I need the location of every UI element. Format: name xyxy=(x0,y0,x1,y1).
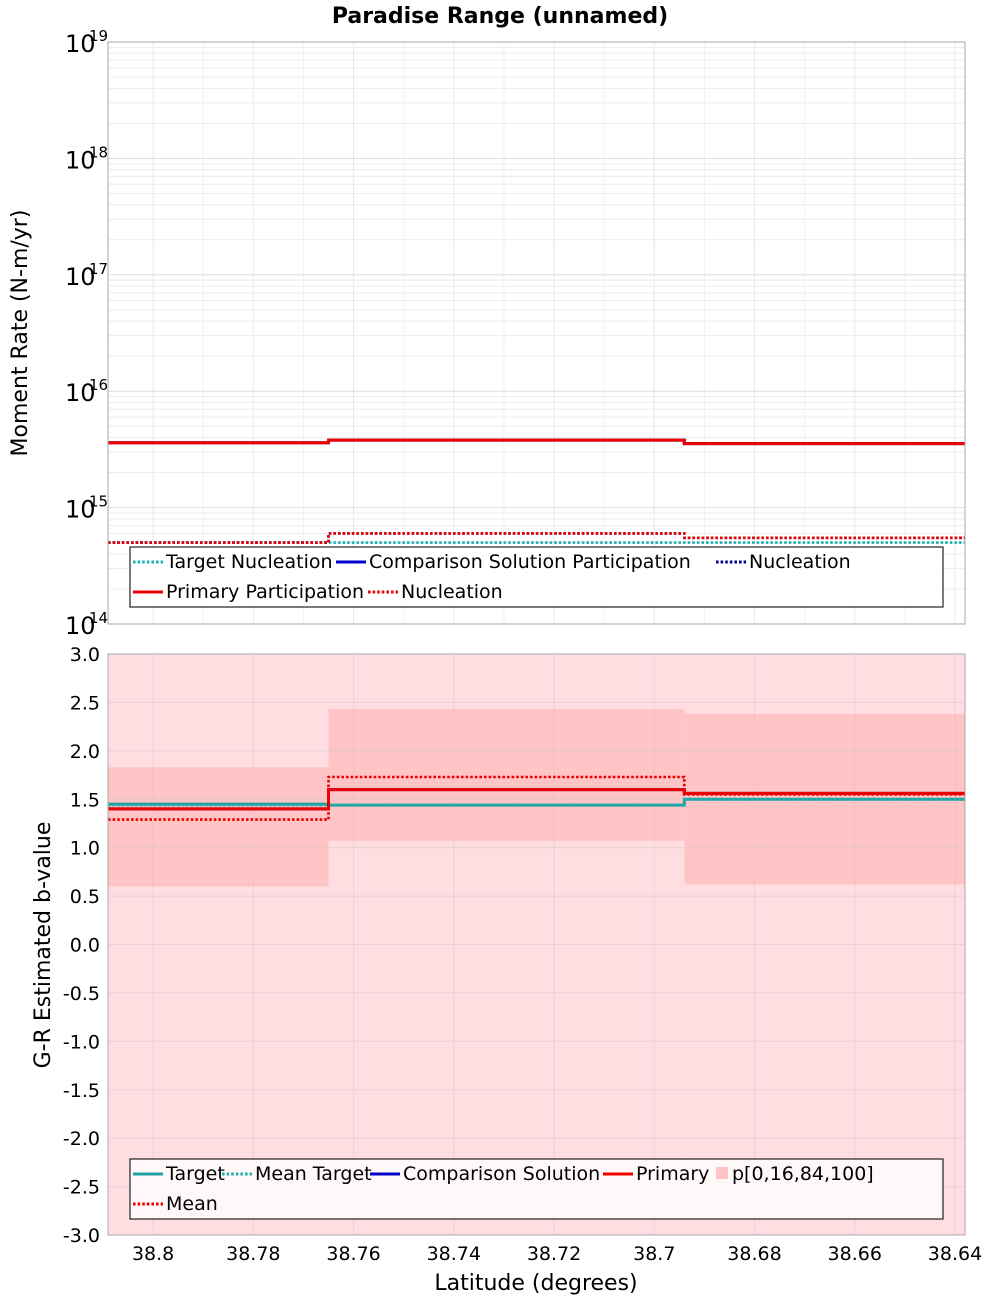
b-value-y-axis-label: G-R Estimated b-value xyxy=(31,822,56,1069)
y-tick-label: -1.5 xyxy=(63,1080,100,1102)
legend-label: Primary xyxy=(636,1163,709,1185)
y-tick-label: 0.5 xyxy=(70,886,100,908)
moment-rate-y-axis-label: Moment Rate (N-m/yr) xyxy=(8,210,33,457)
legend-swatch-band xyxy=(716,1167,728,1179)
y-tick-label: 1.0 xyxy=(70,838,100,860)
y-tick-label-base: 10 xyxy=(65,612,96,640)
legend-label: Comparison Solution Participation xyxy=(369,551,691,573)
legend-label: Target Nucleation xyxy=(165,551,333,573)
y-tick-label: 1.5 xyxy=(70,789,100,811)
band-p16-p84 xyxy=(108,767,329,887)
x-axis-ticks: 38.8 38.78 38.76 38.74 38.72 38.7 38.68 38.66 38… xyxy=(132,1243,982,1265)
b-value-y-ticks: 3.0 2.5 2.0 1.5 1.0 0.5 0.0 -0.5 -1.0 -1.5 -2.0 -2.… xyxy=(63,644,100,1247)
moment-rate-plot-border xyxy=(107,41,966,625)
y-tick-label-base: 10 xyxy=(65,30,96,58)
legend-label: Mean xyxy=(166,1193,218,1215)
series-line-mean-target-1 xyxy=(108,798,965,807)
series-line-target-0 xyxy=(108,797,965,807)
percentile-bands xyxy=(108,654,965,1235)
legend-label: p[0,16,84,100] xyxy=(732,1163,874,1185)
band-p0-p100 xyxy=(108,654,329,1235)
band-p16-p84 xyxy=(328,709,685,841)
y-tick-label: 2.0 xyxy=(70,741,100,763)
b-value-legend: Target Mean Target Comparison Solution Prim… xyxy=(129,1158,944,1220)
y-tick-label: 0.0 xyxy=(70,935,100,957)
x-tick-label: 38.78 xyxy=(226,1243,280,1265)
y-tick-label-base: 10 xyxy=(65,496,96,524)
moment-rate-series xyxy=(108,438,965,544)
legend-label: Nucleation xyxy=(749,551,851,573)
y-tick-label-base: 10 xyxy=(65,146,96,174)
y-tick-label-exponent: 14 xyxy=(89,609,108,627)
y-tick-label-exponent: 16 xyxy=(89,376,108,394)
y-tick-label-base: 10 xyxy=(65,379,96,407)
x-tick-label: 38.8 xyxy=(132,1243,174,1265)
x-tick-label: 38.64 xyxy=(928,1243,982,1265)
x-tick-label: 38.66 xyxy=(828,1243,882,1265)
b-value-series xyxy=(108,775,965,821)
x-axis-label: Latitude (degrees) xyxy=(434,1271,637,1296)
moment-rate-legend-box xyxy=(129,546,944,608)
x-tick-label: 38.7 xyxy=(633,1243,675,1265)
y-tick-label-base: 10 xyxy=(65,263,96,291)
x-tick-label: 38.68 xyxy=(727,1243,781,1265)
y-tick-label: 3.0 xyxy=(70,644,100,666)
moment-rate-legend: Target Nucleation Comparison Solution Par… xyxy=(129,546,944,608)
y-tick-label-exponent: 19 xyxy=(89,27,108,45)
y-tick-label: -2.0 xyxy=(63,1128,100,1150)
legend-label: Comparison Solution xyxy=(403,1163,600,1185)
x-tick-label: 38.74 xyxy=(427,1243,481,1265)
x-tick-label: 38.76 xyxy=(326,1243,380,1265)
y-tick-label: -0.5 xyxy=(63,983,100,1005)
legend-label: Target xyxy=(165,1163,225,1185)
y-tick-label: -3.0 xyxy=(63,1225,100,1247)
x-tick-label: 38.72 xyxy=(527,1243,581,1265)
series-line-mean-4 xyxy=(108,775,965,821)
y-tick-label: -1.0 xyxy=(63,1031,100,1053)
b-value-legend-box xyxy=(129,1158,944,1220)
y-tick-label-exponent: 15 xyxy=(89,493,108,511)
legend-label: Mean Target xyxy=(255,1163,372,1185)
series-line-primary-participation-3 xyxy=(108,438,965,446)
series-line-nucleation-4 xyxy=(108,532,965,544)
moment-rate-plot-area xyxy=(108,42,965,624)
y-tick-label: 2.5 xyxy=(70,692,100,714)
y-tick-label-exponent: 17 xyxy=(89,260,108,278)
legend-label: Nucleation xyxy=(401,581,503,603)
y-tick-label-exponent: 18 xyxy=(89,143,108,161)
chart-title: Paradise Range (unnamed) xyxy=(332,4,668,29)
b-value-plot-border xyxy=(107,653,966,1236)
legend-label: Primary Participation xyxy=(166,581,364,603)
y-tick-label: -2.5 xyxy=(63,1177,100,1199)
b-value-panel: 3.0 2.5 2.0 1.5 1.0 0.5 0.0 -0.5 -1.0 -1.5 -2.0 -2.… xyxy=(31,644,966,1247)
